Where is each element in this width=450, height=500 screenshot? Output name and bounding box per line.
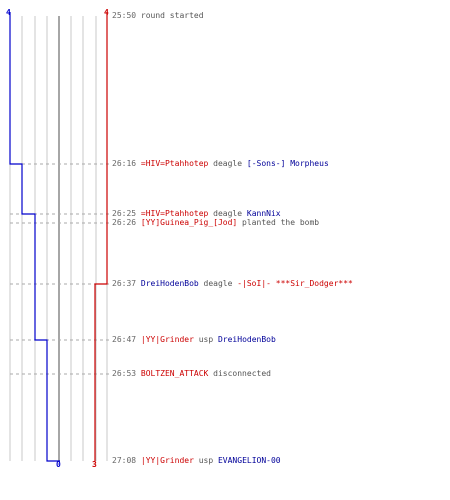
event-text: deagle [208,209,247,218]
event-guide-lines [10,163,110,375]
event-row: 27:08 |YY|Grinder usp EVANGELION-00 [112,456,281,466]
event-text: planted the bomb [237,218,320,227]
event-row: 26:25 =HIV=Ptahhotep deagle KannNix [112,209,281,219]
t-count-end: 3 [92,460,97,469]
ct-player-line [9,12,60,462]
event-row: 26:26 [YY]Guinea_Pig_[Jod] planted the b… [112,218,319,228]
event-text: DreiHodenBob [140,279,199,288]
event-row: 26:16 =HIV=Ptahhotep deagle [-Sons-] Mor… [112,159,329,169]
event-text: [YY]Guinea_Pig_[Jod] [140,218,238,227]
event-text: KannNix [246,209,281,218]
event-text: |YY|Grinder [140,335,194,344]
event-text: BOLTZEN_ATTACK [140,369,209,378]
event-time: 26:26 [112,218,141,227]
t-count-start: 4 [104,8,109,17]
event-time: 26:47 [112,335,141,344]
event-time: 26:37 [112,279,141,288]
event-row: 25:50 round started [112,11,204,21]
ct-count-end: 0 [56,460,61,469]
event-text: deagle [208,159,247,168]
event-time: 26:25 [112,209,141,218]
event-time: 25:50 [112,11,141,20]
event-text: =HIV=Ptahhotep [140,159,209,168]
t-player-line [94,12,108,461]
ct-count-start: 4 [6,8,11,17]
event-row: 26:37 DreiHodenBob deagle -|SoI|- ***Sir… [112,279,353,289]
event-text: =HIV=Ptahhotep [140,209,209,218]
event-row: 26:47 |YY|Grinder usp DreiHodenBob [112,335,276,345]
event-text: [-Sons-] Morpheus [246,159,329,168]
event-row: 26:53 BOLTZEN_ATTACK disconnected [112,369,271,379]
event-text: usp [193,335,218,344]
event-time: 26:53 [112,369,141,378]
event-text: EVANGELION-00 [217,456,281,465]
event-text: -|SoI|- ***Sir_Dodger*** [237,279,353,288]
event-text: deagle [198,279,238,288]
event-time: 27:08 [112,456,141,465]
event-text: DreiHodenBob [217,335,276,344]
event-time: 26:16 [112,159,141,168]
event-text: |YY|Grinder [140,456,194,465]
graph-grid [9,16,108,461]
event-text: disconnected [208,369,271,378]
event-text: usp [193,456,218,465]
event-text: round started [140,11,204,20]
